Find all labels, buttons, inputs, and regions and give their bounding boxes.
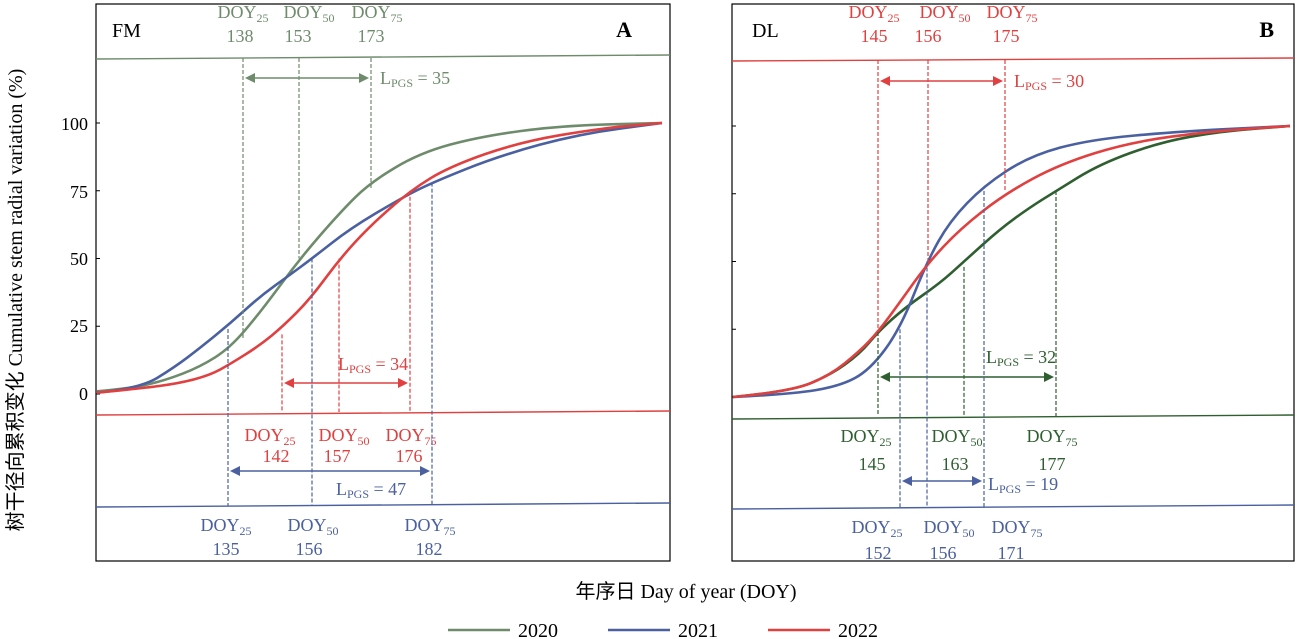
doy25-value-2020: 138 xyxy=(227,26,254,46)
doy75-label-2021: DOY75 xyxy=(405,515,456,538)
doy50-value-2020: 163 xyxy=(942,454,969,474)
lpgs-label-2021: LPGS = 47 xyxy=(336,479,406,501)
ref-line-2020 xyxy=(95,54,671,60)
doy25-value-2022: 142 xyxy=(263,446,290,466)
lpgs-label-2020: LPGS = 35 xyxy=(380,68,450,90)
doy75-value-2020: 177 xyxy=(1039,454,1066,474)
doy25-label-2022: DOY25 xyxy=(849,2,900,25)
doy50-value-2021: 156 xyxy=(296,539,323,559)
y-tick-label: 0 xyxy=(79,384,88,404)
ref-line-2021 xyxy=(731,504,1295,510)
panel-a-letter: A xyxy=(616,17,632,42)
series-line-2022 xyxy=(96,121,663,394)
lpgs-arrow-2022-head-right xyxy=(993,76,1003,86)
doy75-label-2022: DOY75 xyxy=(386,425,437,448)
legend-label-2021: 2021 xyxy=(678,620,718,639)
lpgs-arrow-2021-head-left xyxy=(230,466,240,476)
doy50-label-2020: DOY50 xyxy=(932,426,983,449)
doy75-label-2022: DOY75 xyxy=(987,2,1038,25)
doy75-label-2020: DOY75 xyxy=(1027,426,1078,449)
lpgs-arrow-2022-head-right xyxy=(398,378,408,388)
panel-a: FM A DOY25 DOY50 DOY75 138 153 173 LPGS = 35 LP… xyxy=(95,2,671,562)
doy25-label-2021: DOY25 xyxy=(852,517,903,540)
doy50-value-2022: 157 xyxy=(324,446,351,466)
doy75-label-2020: DOY75 xyxy=(352,2,403,25)
lpgs-arrow-2021-head-left xyxy=(902,476,912,486)
doy50-label-2021: DOY50 xyxy=(924,517,975,540)
doy75-value-2021: 182 xyxy=(416,539,443,559)
doy25-label-2022: DOY25 xyxy=(245,425,296,448)
panel-b: DL B DOY25 DOY50 DOY75 145 156 175 LPGS = 30 LP… xyxy=(731,2,1295,563)
doy75-label-2021: DOY75 xyxy=(992,517,1043,540)
doy25-label-2020: DOY25 xyxy=(841,426,892,449)
lpgs-arrow-2021-head-right xyxy=(972,476,982,486)
y-tick-label: 25 xyxy=(70,316,88,336)
doy25-label-2021: DOY25 xyxy=(201,515,252,538)
doy50-label-2022: DOY50 xyxy=(319,425,370,448)
doy50-value-2020: 153 xyxy=(285,26,312,46)
doy25-value-2022: 145 xyxy=(861,26,888,46)
doy25-value-2020: 145 xyxy=(859,454,886,474)
ref-line-2022 xyxy=(95,410,671,416)
legend-label-2022: 2022 xyxy=(838,620,878,639)
doy75-value-2021: 171 xyxy=(998,543,1025,563)
lpgs-arrow-2022-head-left xyxy=(880,76,890,86)
series-line-2020 xyxy=(96,121,663,393)
doy50-value-2022: 156 xyxy=(915,26,942,46)
ref-line-2021 xyxy=(95,502,671,508)
lpgs-label-2022: LPGS = 30 xyxy=(1014,71,1084,93)
series-line-2021 xyxy=(732,124,1291,399)
doy75-value-2022: 175 xyxy=(993,26,1020,46)
y-axis-label: 树干径向累积变化 Cumulative stem radial variatio… xyxy=(4,69,27,532)
panel-b-letter: B xyxy=(1259,17,1274,42)
lpgs-label-2021: LPGS = 19 xyxy=(988,474,1058,496)
legend-label-2020: 2020 xyxy=(518,620,558,639)
series-line-2022 xyxy=(732,124,1291,399)
doy50-label-2021: DOY50 xyxy=(288,515,339,538)
series-line-2021 xyxy=(96,121,663,394)
y-tick-label: 100 xyxy=(61,114,88,134)
doy50-label-2022: DOY50 xyxy=(920,2,971,25)
y-tick-label: 75 xyxy=(70,182,88,202)
doy75-value-2020: 173 xyxy=(358,26,385,46)
doy50-value-2021: 156 xyxy=(930,543,957,563)
lpgs-arrow-2020-head-right xyxy=(359,73,369,83)
lpgs-arrow-2020-head-left xyxy=(880,372,890,382)
x-axis-label: 年序日 Day of year (DOY) xyxy=(575,580,796,603)
legend: 2020 2021 2022 xyxy=(448,620,878,639)
panel-a-site: FM xyxy=(112,20,141,42)
doy75-value-2022: 176 xyxy=(396,446,423,466)
lpgs-label-2022: LPGS = 34 xyxy=(338,354,408,376)
lpgs-arrow-2020-head-right xyxy=(1044,372,1054,382)
panel-b-site: DL xyxy=(752,20,779,42)
doy25-value-2021: 135 xyxy=(213,539,240,559)
doy50-label-2020: DOY50 xyxy=(284,2,335,25)
doy25-label-2020: DOY25 xyxy=(218,2,269,25)
ref-line-2020 xyxy=(731,414,1295,420)
y-tick-label: 50 xyxy=(70,249,88,269)
lpgs-arrow-2022-head-left xyxy=(284,378,294,388)
lpgs-arrow-2020-head-left xyxy=(245,73,255,83)
panel-a-frame xyxy=(95,3,671,562)
panel-b-frame xyxy=(731,3,1295,562)
doy25-value-2021: 152 xyxy=(865,543,892,563)
lpgs-arrow-2021-head-right xyxy=(420,466,430,476)
ref-line-2022 xyxy=(731,57,1295,62)
lpgs-label-2020: LPGS = 32 xyxy=(986,347,1056,369)
